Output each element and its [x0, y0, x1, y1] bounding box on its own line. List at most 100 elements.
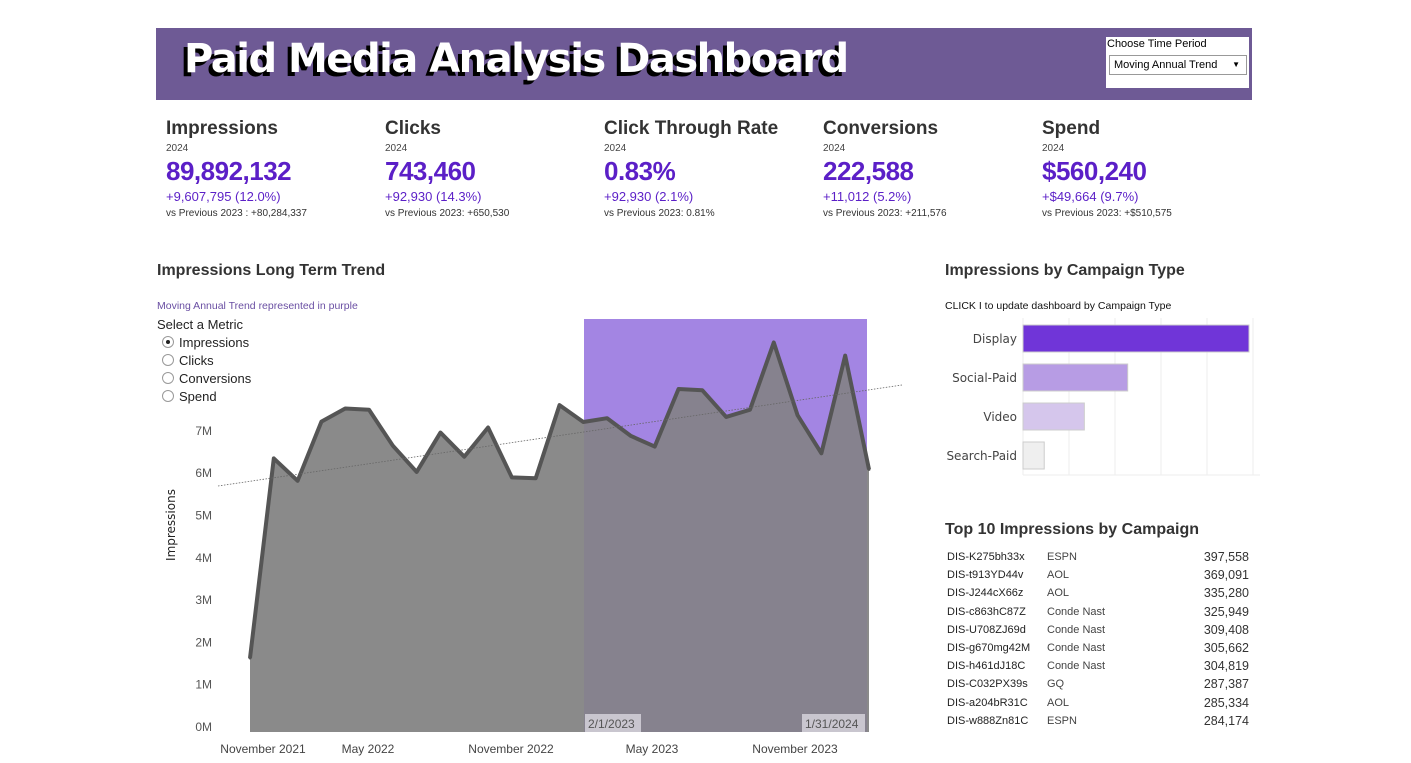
kpi-value: 0.83%: [604, 156, 676, 186]
metric-selector-label: Select a Metric: [157, 317, 243, 332]
campaign-type-bar-chart: Display Social-Paid Video Search-Paid: [946, 318, 1260, 476]
kpi-card: Clicks 2024 743,460 +92,930 (14.3%) vs Previ…: [385, 118, 595, 219]
campaign-site: Conde Nast: [1047, 660, 1106, 673]
kpi-delta: +11,012 (5.2%): [823, 189, 912, 204]
data-point: [534, 476, 538, 480]
bar-search-paid[interactable]: [1022, 441, 1045, 470]
table-row[interactable]: DIS-g670mg42M Conde Nast 305,662: [947, 639, 1249, 657]
data-point: [367, 408, 371, 412]
kpi-year: 2024: [385, 143, 408, 154]
kpi-year: 2024: [604, 143, 627, 154]
campaign-type-note: CLICK I to update dashboard by Campaign …: [945, 300, 1172, 312]
kpi-prev: vs Previous 2023: +211,576: [823, 208, 947, 219]
radio-circle-icon: [162, 372, 174, 384]
kpi-card: Impressions 2024 89,892,132 +9,607,795 (12.…: [166, 118, 376, 219]
campaign-name: DIS-J244cX66z: [947, 587, 1024, 600]
bar-social-paid[interactable]: [1022, 363, 1129, 392]
campaign-site: AOL: [1047, 696, 1070, 709]
data-point: [319, 420, 323, 424]
date-label-bg: [585, 714, 641, 732]
table-row[interactable]: DIS-a204bR31C AOL 285,334: [947, 694, 1249, 712]
campaign-site: AOL: [1047, 587, 1070, 600]
time-period-dropdown[interactable]: Moving Annual Trend ▼: [1109, 55, 1247, 75]
y-tick-label: 7M: [195, 424, 212, 438]
metric-radio-conversions[interactable]: Conversions: [162, 369, 251, 387]
y-tick-label: 1M: [195, 678, 212, 692]
kpi-year: 2024: [823, 143, 846, 154]
trend-note: Moving Annual Trend represented in purpl…: [157, 300, 358, 312]
campaign-impressions: 309,408: [1203, 622, 1249, 637]
data-point: [677, 387, 681, 391]
data-point: [653, 445, 657, 449]
data-point: [296, 479, 300, 483]
table-row[interactable]: DIS-K275bh33x ESPN 397,558: [947, 548, 1249, 566]
y-tick-label: 3M: [195, 593, 212, 607]
kpi-title: Impressions: [166, 118, 278, 139]
data-point: [438, 431, 442, 435]
table-row[interactable]: DIS-U708ZJ69d Conde Nast 309,408: [947, 621, 1249, 639]
table-row[interactable]: DIS-t913YD44v AOL 369,091: [947, 566, 1249, 584]
kpi-value: 743,460: [385, 156, 476, 186]
metric-radio-spend[interactable]: Spend: [162, 387, 251, 405]
data-point: [772, 340, 776, 344]
y-axis-title: Impressions: [164, 489, 178, 561]
top10-table: DIS-K275bh33x ESPN 397,558 DIS-t913YD44v AOL…: [947, 548, 1249, 730]
metric-radio-label: Clicks: [179, 352, 214, 368]
table-row[interactable]: DIS-c863hC87Z Conde Nast 325,949: [947, 603, 1249, 621]
kpi-title: Click Through Rate: [604, 118, 779, 139]
trend-chart: 0M 1M 2M 3M 4M 5M 6M 7M Impressions November 2021…: [164, 319, 903, 756]
highlight-date-label: 1/31/2024: [805, 717, 859, 731]
data-point: [796, 413, 800, 417]
campaign-site: Conde Nast: [1047, 642, 1106, 655]
table-row[interactable]: DIS-w888Zn81C ESPN 284,174: [947, 712, 1249, 730]
time-period-filter: Choose Time Period Moving Annual Trend ▼: [1106, 37, 1249, 88]
table-row[interactable]: DIS-J244cX66z AOL 335,280: [947, 584, 1249, 602]
kpi-card: Spend 2024 $560,240 +$49,664 (9.7%) vs Previ…: [1042, 118, 1252, 219]
dropdown-arrow-icon: ▼: [1232, 60, 1240, 69]
campaign-site: AOL: [1047, 569, 1070, 582]
y-tick-label: 4M: [195, 551, 212, 565]
metric-selector: Impressions Clicks Conversions Spend: [162, 333, 251, 405]
data-point: [700, 388, 704, 392]
kpi-card: Conversions 2024 222,588 +11,012 (5.2%) vs P…: [823, 118, 1033, 219]
bar-category-label: Display: [973, 332, 1017, 346]
radio-circle-icon: [162, 354, 174, 366]
data-point: [748, 408, 752, 412]
metric-radio-label: Impressions: [179, 334, 250, 350]
radio-circle-icon: [162, 336, 174, 348]
y-tick-label: 2M: [195, 635, 212, 649]
kpi-delta: +9,607,795 (12.0%): [166, 189, 281, 204]
campaign-impressions: 284,174: [1203, 713, 1249, 728]
data-point: [486, 426, 490, 430]
campaign-name: DIS-U708ZJ69d: [947, 623, 1026, 636]
dashboard-title: Paid Media Analysis Dashboard: [184, 36, 849, 82]
campaign-name: DIS-t913YD44v: [947, 569, 1024, 582]
bar-video[interactable]: [1022, 402, 1085, 431]
bar-display[interactable]: [1022, 324, 1250, 353]
kpi-value: 222,588: [823, 156, 914, 186]
radio-circle-icon: [162, 390, 174, 402]
metric-radio-clicks[interactable]: Clicks: [162, 351, 251, 369]
date-label-bg: [802, 714, 865, 732]
data-point: [343, 406, 347, 410]
campaign-site: GQ: [1047, 678, 1065, 691]
area-fill: [250, 342, 869, 732]
data-point: [391, 444, 395, 448]
trend-title: Impressions Long Term Trend: [157, 262, 386, 279]
highlight-date-label: 2/1/2023: [588, 717, 635, 731]
kpi-title: Spend: [1042, 118, 1101, 139]
metric-radio-label: Spend: [179, 388, 217, 404]
data-point: [605, 416, 609, 420]
table-row[interactable]: DIS-C032PX39s GQ 287,387: [947, 675, 1249, 693]
campaign-name: DIS-C032PX39s: [947, 678, 1028, 691]
metric-radio-impressions[interactable]: Impressions: [162, 333, 251, 351]
campaign-impressions: 335,280: [1203, 586, 1249, 601]
campaign-impressions: 304,819: [1203, 659, 1249, 674]
data-point: [724, 415, 728, 419]
data-point: [510, 475, 514, 479]
data-point: [581, 420, 585, 424]
table-row[interactable]: DIS-h461dJ18C Conde Nast 304,819: [947, 657, 1249, 675]
data-point: [248, 656, 252, 660]
kpi-prev: vs Previous 2023 : +80,284,337: [166, 208, 307, 219]
trend-line: [217, 384, 903, 487]
